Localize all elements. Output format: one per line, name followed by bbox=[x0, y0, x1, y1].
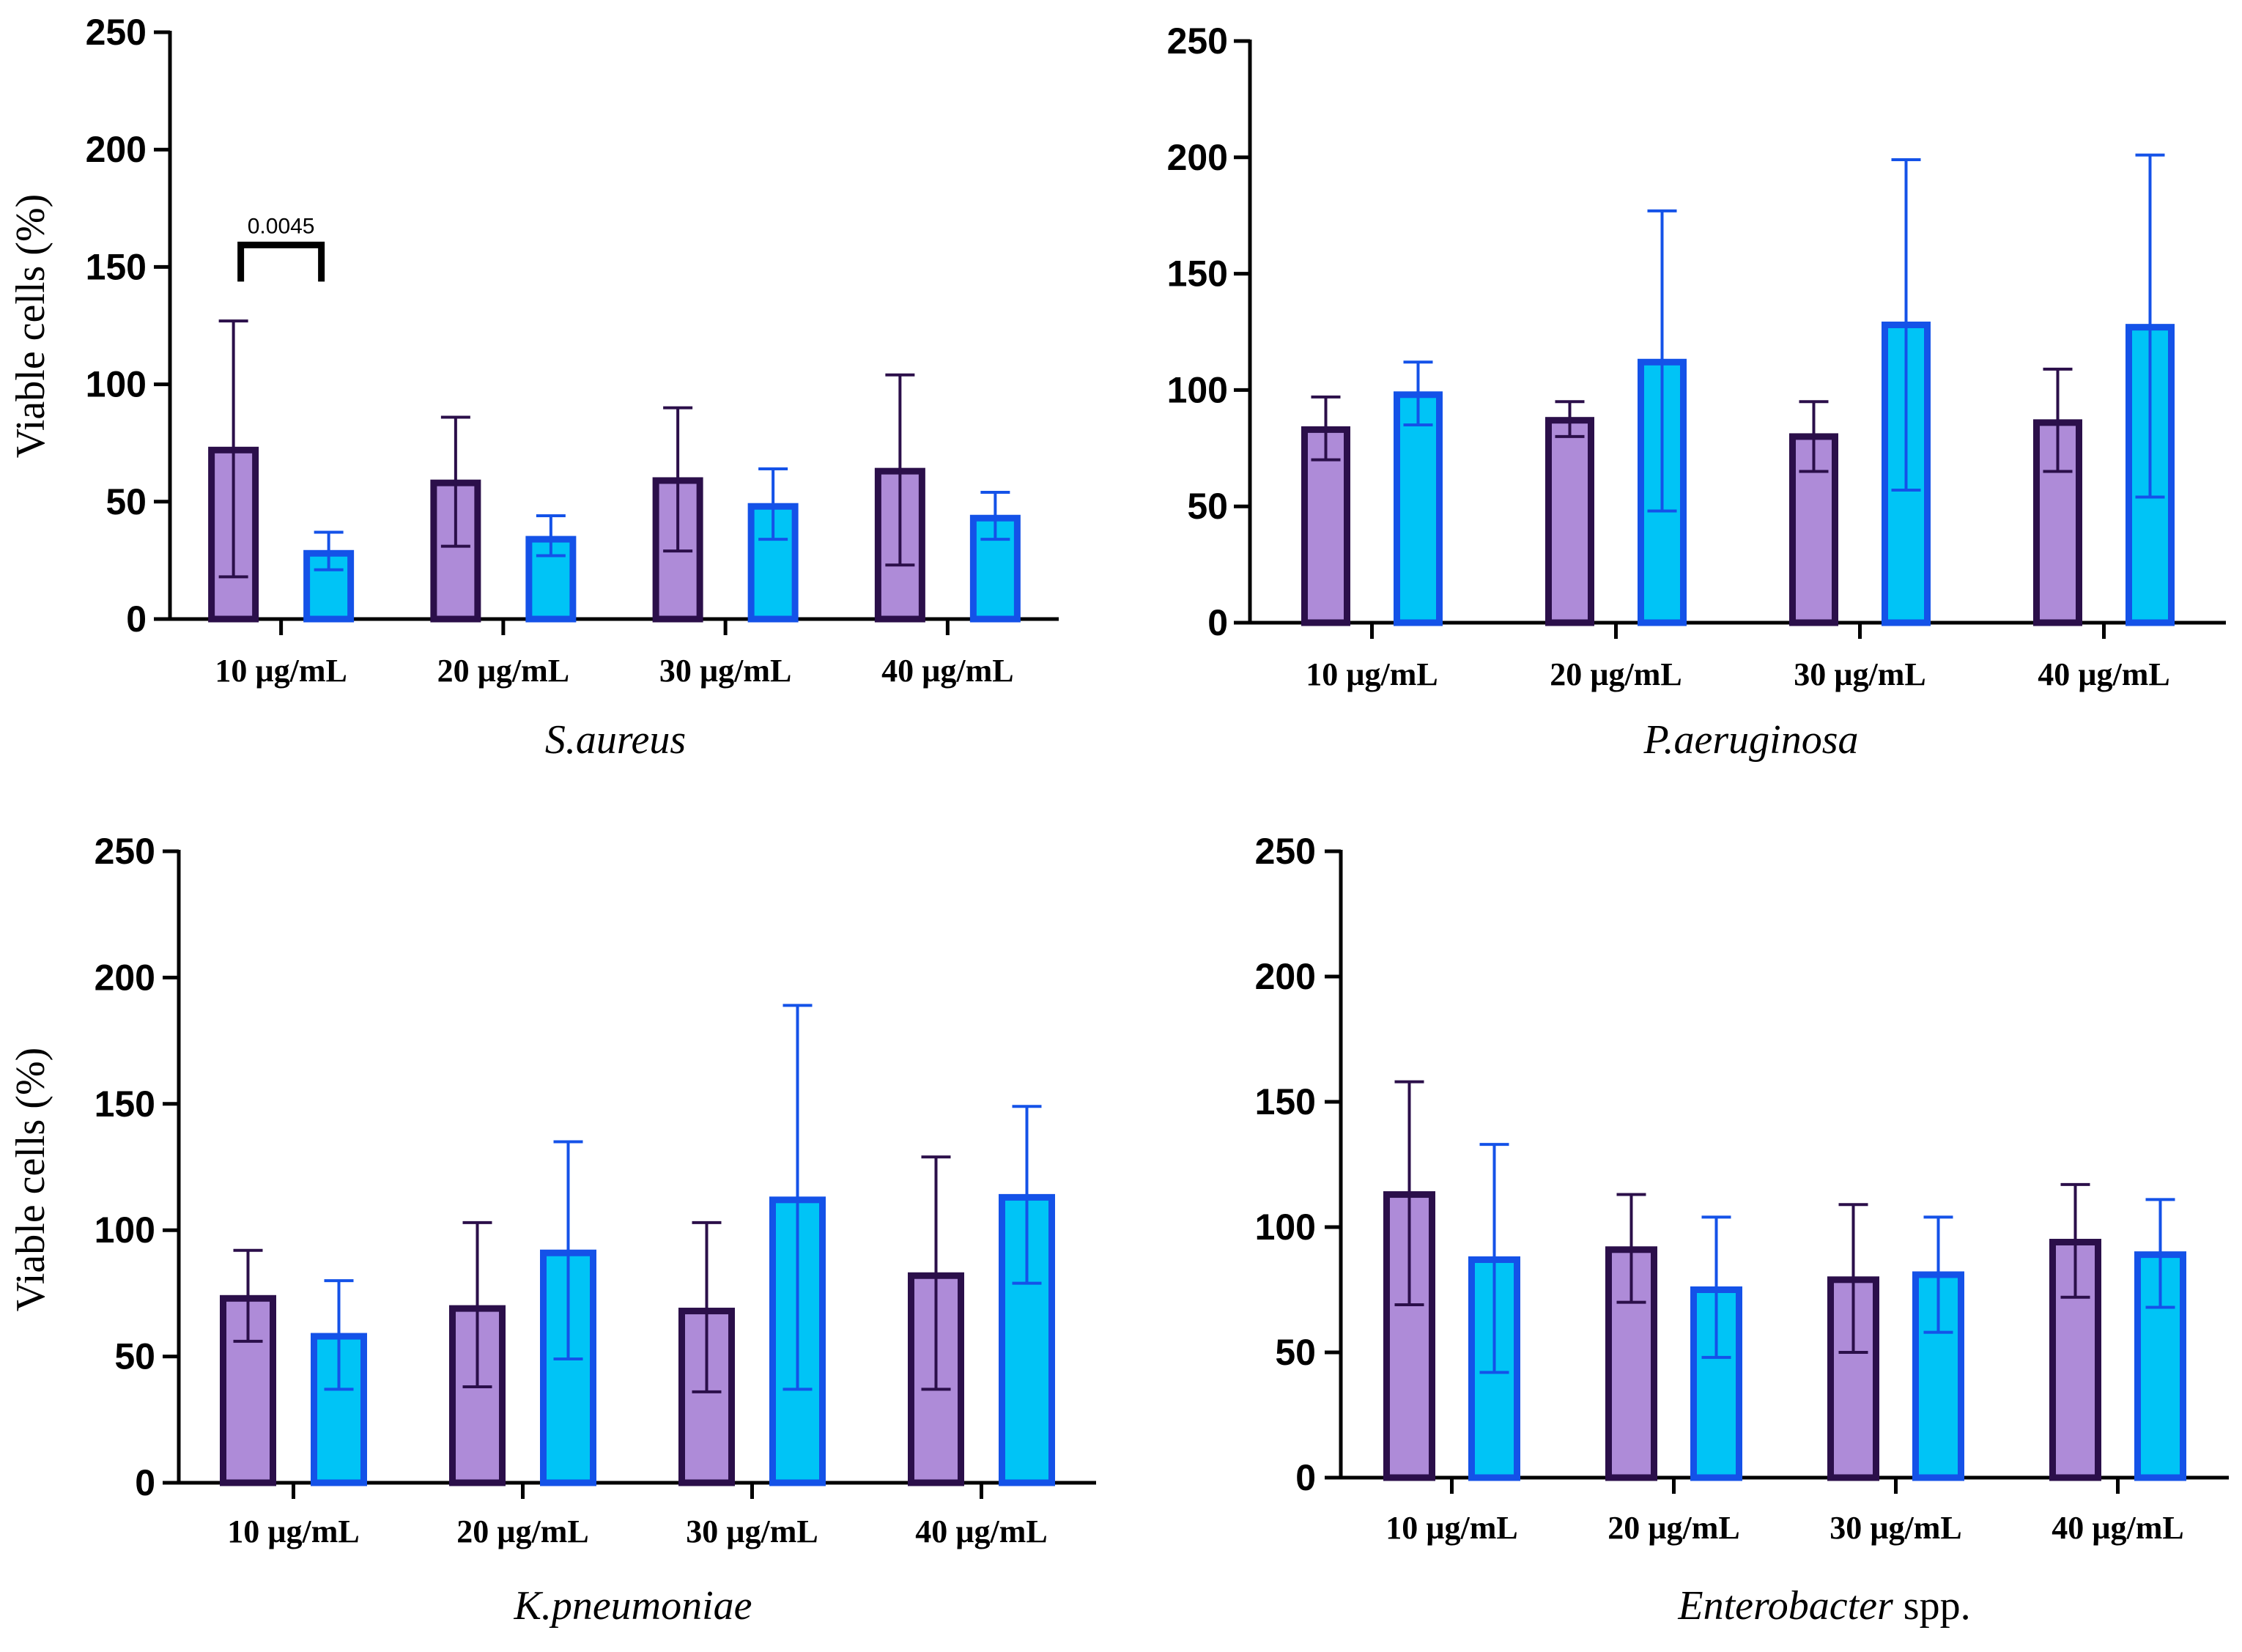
chart-enterobacter: 0 50 100 150 200 250 10 µg/mL 20 µg/mL 30 µg/mL 4… bbox=[1255, 831, 2229, 1629]
x-tick-label: 10 µg/mL bbox=[227, 1514, 360, 1549]
y-tick-label: 250 bbox=[86, 12, 147, 53]
x-axis-title: P.aeruginosa bbox=[1643, 717, 1859, 763]
y-tick-label: 150 bbox=[1167, 253, 1228, 295]
p-value-label: 0.0045 bbox=[248, 214, 315, 238]
y-tick-label: 50 bbox=[114, 1336, 155, 1377]
species-name: S.aureus bbox=[545, 717, 686, 763]
x-tick-label: 30 µg/mL bbox=[1794, 656, 1926, 692]
bar bbox=[1545, 417, 1594, 626]
y-tick-label: 0 bbox=[1295, 1457, 1316, 1498]
chart-p-aeruginosa: 0 50 100 150 200 250 10 µg/mL 20 µg/mL 30 µg/mL 4… bbox=[1167, 21, 2226, 763]
x-tick-label: 20 µg/mL bbox=[456, 1514, 589, 1549]
x-tick-label: 40 µg/mL bbox=[915, 1514, 1048, 1549]
x-axis-title: S.aureus bbox=[545, 717, 686, 763]
x-tick-label: 30 µg/mL bbox=[659, 653, 792, 689]
species-name: Enterobacter bbox=[1677, 1583, 1893, 1629]
x-tick-label: 10 µg/mL bbox=[215, 653, 347, 689]
y-tick-label: 250 bbox=[1167, 21, 1228, 62]
y-tick-label: 150 bbox=[1255, 1081, 1316, 1122]
y-tick-label: 200 bbox=[1255, 956, 1316, 997]
y-tick-label: 250 bbox=[95, 831, 155, 872]
x-tick-label: 40 µg/mL bbox=[2052, 1510, 2184, 1546]
x-tick-label: 40 µg/mL bbox=[2038, 656, 2170, 692]
y-tick-label: 150 bbox=[95, 1084, 155, 1125]
y-tick-label: 50 bbox=[1187, 486, 1228, 527]
x-tick-label: 10 µg/mL bbox=[1306, 656, 1438, 692]
y-axis-title: Viable cells (%) bbox=[8, 1048, 53, 1311]
chart-s-aureus: 0 50 100 150 200 250 10 µg/mL 20 µg/mL 30 µg/mL 4… bbox=[8, 12, 1059, 763]
y-tick-label: 200 bbox=[1167, 137, 1228, 178]
y-tick-label: 0 bbox=[1207, 602, 1228, 643]
species-suffix: spp. bbox=[1893, 1583, 1971, 1629]
y-tick-label: 250 bbox=[1255, 831, 1316, 872]
y-tick-label: 200 bbox=[95, 957, 155, 998]
y-tick-label: 100 bbox=[1167, 369, 1228, 410]
x-tick-label: 20 µg/mL bbox=[1607, 1510, 1740, 1546]
y-tick-label: 100 bbox=[1255, 1207, 1316, 1248]
y-tick-label: 50 bbox=[1275, 1332, 1316, 1373]
species-name: K.pneumoniae bbox=[513, 1583, 752, 1629]
x-axis-title: Enterobacter spp. bbox=[1677, 1583, 1970, 1629]
y-tick-label: 150 bbox=[86, 246, 147, 287]
x-tick-label: 10 µg/mL bbox=[1385, 1510, 1518, 1546]
x-tick-label: 20 µg/mL bbox=[1550, 656, 1682, 692]
y-tick-label: 50 bbox=[106, 481, 147, 522]
y-tick-label: 0 bbox=[126, 599, 147, 640]
bar bbox=[2134, 1251, 2186, 1481]
y-tick-label: 100 bbox=[86, 364, 147, 405]
y-axis-title: Viable cells (%) bbox=[8, 194, 53, 458]
x-tick-label: 40 µg/mL bbox=[881, 653, 1014, 689]
bar bbox=[1394, 391, 1443, 626]
species-name: P.aeruginosa bbox=[1643, 717, 1859, 763]
x-tick-label: 30 µg/mL bbox=[1830, 1510, 1962, 1546]
y-tick-label: 0 bbox=[135, 1462, 155, 1503]
y-tick-label: 100 bbox=[95, 1210, 155, 1251]
y-tick-label: 200 bbox=[86, 129, 147, 170]
significance-bracket bbox=[237, 241, 325, 282]
x-axis-title: K.pneumoniae bbox=[513, 1583, 752, 1629]
chart-k-pneumoniae: 0 50 100 150 200 250 10 µg/mL 20 µg/mL 30 µg/mL 4… bbox=[8, 831, 1096, 1629]
x-tick-label: 30 µg/mL bbox=[686, 1514, 818, 1549]
x-tick-label: 20 µg/mL bbox=[437, 653, 570, 689]
